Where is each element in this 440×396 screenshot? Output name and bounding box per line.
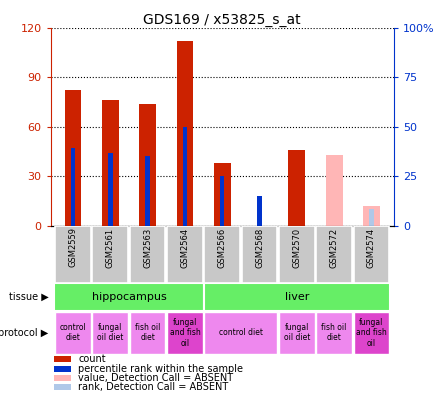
Text: GSM2566: GSM2566 (218, 227, 227, 268)
Bar (55, 312, 91, 354)
Bar (204, 226, 240, 283)
Text: liver: liver (285, 292, 309, 302)
Bar (54, 385, 71, 390)
Bar (288, 150, 305, 226)
Bar (214, 163, 231, 226)
Text: protocol ▶: protocol ▶ (0, 327, 48, 338)
Text: GSM2574: GSM2574 (367, 227, 376, 268)
Bar (139, 104, 156, 226)
Bar (242, 226, 277, 283)
Bar (102, 100, 119, 226)
Text: fungal
and fish
oil: fungal and fish oil (169, 318, 200, 348)
Bar (54, 283, 204, 311)
Text: GSM2568: GSM2568 (255, 227, 264, 268)
Text: GSM2572: GSM2572 (330, 227, 339, 268)
Text: GSM2561: GSM2561 (106, 227, 115, 268)
Text: value, Detection Call = ABSENT: value, Detection Call = ABSENT (78, 373, 233, 383)
Bar (92, 312, 128, 354)
Bar (257, 196, 262, 226)
Text: hippocampus: hippocampus (92, 292, 166, 302)
Bar (54, 375, 71, 381)
Bar (279, 312, 315, 354)
Bar (279, 226, 315, 283)
Bar (183, 127, 187, 226)
Bar (176, 41, 193, 226)
Bar (353, 312, 389, 354)
Bar (108, 153, 113, 226)
Text: tissue ▶: tissue ▶ (9, 292, 48, 302)
Bar (71, 148, 75, 226)
Bar (130, 226, 165, 283)
Text: percentile rank within the sample: percentile rank within the sample (78, 364, 243, 373)
Text: fungal
oil diet: fungal oil diet (284, 323, 310, 342)
Title: GDS169 / x53825_s_at: GDS169 / x53825_s_at (143, 13, 301, 27)
Bar (204, 283, 390, 311)
Bar (204, 312, 277, 354)
Bar (130, 312, 165, 354)
Text: GSM2570: GSM2570 (292, 227, 301, 268)
Text: control diet: control diet (219, 328, 263, 337)
Text: fungal
and fish
oil: fungal and fish oil (356, 318, 387, 348)
Text: fish oil
diet: fish oil diet (135, 323, 160, 342)
Bar (65, 90, 81, 226)
Bar (353, 226, 389, 283)
Bar (167, 312, 203, 354)
Text: GSM2559: GSM2559 (69, 227, 77, 267)
Bar (316, 226, 352, 283)
Bar (316, 312, 352, 354)
Bar (55, 226, 91, 283)
Text: control
diet: control diet (59, 323, 86, 342)
Text: fungal
oil diet: fungal oil diet (97, 323, 124, 342)
Bar (145, 156, 150, 226)
Bar (363, 206, 380, 226)
Bar (326, 155, 342, 226)
Text: GSM2563: GSM2563 (143, 227, 152, 268)
Text: fish oil
diet: fish oil diet (322, 323, 347, 342)
Bar (54, 366, 71, 371)
Text: rank, Detection Call = ABSENT: rank, Detection Call = ABSENT (78, 382, 228, 392)
Bar (220, 176, 224, 226)
Text: count: count (78, 354, 106, 364)
Text: GSM2564: GSM2564 (180, 227, 189, 268)
Bar (369, 209, 374, 226)
Bar (92, 226, 128, 283)
Bar (54, 356, 71, 362)
Bar (167, 226, 203, 283)
